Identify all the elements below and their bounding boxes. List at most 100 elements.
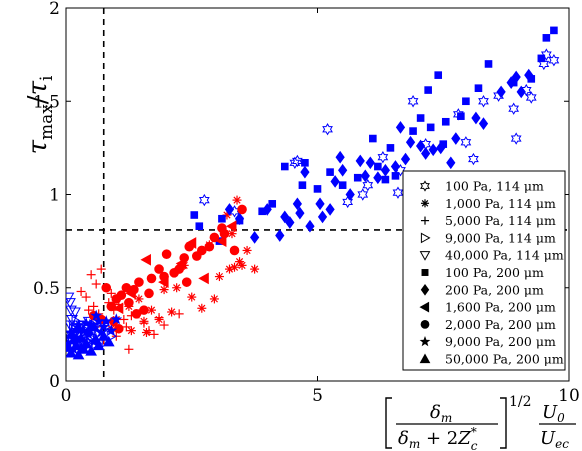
marker-square xyxy=(426,123,435,132)
marker-asterisk xyxy=(227,229,237,239)
y-label-sub-max: max xyxy=(37,104,57,140)
marker-diamond xyxy=(511,70,521,84)
marker-square xyxy=(424,86,432,94)
series-points xyxy=(88,204,247,334)
marker-triangle-up xyxy=(92,339,105,351)
marker-plus xyxy=(76,286,86,296)
marker-square xyxy=(195,222,204,231)
marker-plus xyxy=(139,318,149,328)
marker-diamond xyxy=(405,135,416,149)
x-label-uec: Uec xyxy=(540,428,569,451)
marker-pentagram xyxy=(80,317,92,329)
marker-hexagram xyxy=(289,156,301,170)
marker-asterisk-stroke xyxy=(210,295,218,303)
legend-item-label: 9,000 Pa, 200 μm xyxy=(445,334,556,349)
marker-pentagram xyxy=(105,324,118,336)
marker-triangle-left xyxy=(140,253,151,266)
y-tick-label: 1.5 xyxy=(33,92,60,112)
marker-hexagram xyxy=(342,195,354,209)
y-label-tau-i: τ xyxy=(23,80,53,95)
left-bracket xyxy=(385,397,392,449)
marker-square xyxy=(268,200,277,208)
marker-circle xyxy=(219,228,230,239)
marker-circle xyxy=(161,249,172,259)
marker-asterisk-stroke xyxy=(251,265,259,273)
marker-asterisk-stroke xyxy=(135,295,143,303)
marker-triangle-up xyxy=(75,332,87,343)
marker-diamond xyxy=(496,85,506,99)
marker-plus xyxy=(121,322,131,332)
marker-hexagram xyxy=(460,136,472,149)
marker-triangle-right xyxy=(420,232,431,244)
marker-triangle-up xyxy=(77,343,90,354)
marker-hexagram xyxy=(420,180,430,192)
marker-diamond xyxy=(360,169,370,183)
marker-plus xyxy=(124,344,134,354)
marker-circle xyxy=(179,253,190,263)
marker-asterisk xyxy=(187,292,197,302)
marker-hexagram xyxy=(322,123,333,136)
marker-circle xyxy=(131,309,142,319)
marker-circle xyxy=(124,297,134,308)
marker-diamond xyxy=(380,163,391,177)
legend-item: 100 Pa, 200 μm xyxy=(421,265,544,280)
legend-item: 50,000 Pa, 200 μm xyxy=(419,352,564,367)
marker-diamond xyxy=(295,206,305,220)
marker-hexagram xyxy=(377,150,389,164)
marker-asterisk xyxy=(159,285,169,295)
marker-plus xyxy=(144,326,154,336)
marker-plus xyxy=(149,329,159,339)
marker-circle xyxy=(116,290,127,301)
marker-diamond xyxy=(420,283,430,296)
x-label-exponent: 1/2 xyxy=(509,394,532,410)
marker-diamond xyxy=(451,132,461,145)
marker-square xyxy=(313,185,322,193)
legend-item-label: 1,000 Pa, 114 μm xyxy=(445,196,556,211)
marker-triangle-down xyxy=(419,251,431,261)
marker-square xyxy=(421,269,429,276)
marker-diamond xyxy=(292,197,302,211)
marker-triangle-down xyxy=(66,320,76,332)
marker-asterisk-stroke xyxy=(168,308,176,316)
marker-asterisk xyxy=(237,260,247,270)
marker-asterisk xyxy=(172,283,182,293)
y-tick-label: 1 xyxy=(49,186,60,206)
marker-triangle-left xyxy=(198,272,209,285)
marker-diamond xyxy=(415,139,426,153)
marker-asterisk xyxy=(242,245,252,255)
legend-item: 200 Pa, 200 μm xyxy=(420,282,544,297)
marker-triangle-up xyxy=(70,339,82,351)
marker-circle xyxy=(184,241,195,252)
marker-diamond xyxy=(436,141,446,155)
marker-hexagram xyxy=(362,178,374,192)
x-label-u0: U0 xyxy=(542,402,565,425)
marker-triangle-up xyxy=(97,330,110,341)
marker-circle xyxy=(139,305,149,315)
marker-triangle-up xyxy=(72,348,85,360)
marker-pentagram xyxy=(97,320,110,332)
marker-square xyxy=(457,112,465,120)
marker-plus xyxy=(89,301,99,311)
legend-item-label: 100 Pa, 200 μm xyxy=(445,265,544,280)
marker-triangle-up xyxy=(419,353,431,364)
marker-diamond xyxy=(390,160,401,173)
marker-square xyxy=(550,26,558,35)
marker-hexagram xyxy=(510,132,522,145)
marker-diamond xyxy=(305,219,315,233)
legend-item-label: 1,600 Pa, 200 μm xyxy=(445,300,556,315)
marker-plus xyxy=(106,288,116,298)
marker-circle xyxy=(144,288,154,299)
marker-square xyxy=(353,173,362,182)
marker-diamond xyxy=(275,229,285,242)
marker-pentagram xyxy=(110,313,123,325)
marker-diamond xyxy=(300,165,310,179)
marker-square xyxy=(298,181,307,189)
marker-square xyxy=(391,172,400,180)
marker-hexagram xyxy=(478,95,489,108)
marker-pentagram xyxy=(419,336,431,347)
marker-pentagram xyxy=(100,315,113,327)
marker-circle xyxy=(159,271,169,282)
marker-asterisk xyxy=(230,262,240,272)
marker-asterisk xyxy=(167,307,177,317)
marker-diamond xyxy=(395,121,406,134)
